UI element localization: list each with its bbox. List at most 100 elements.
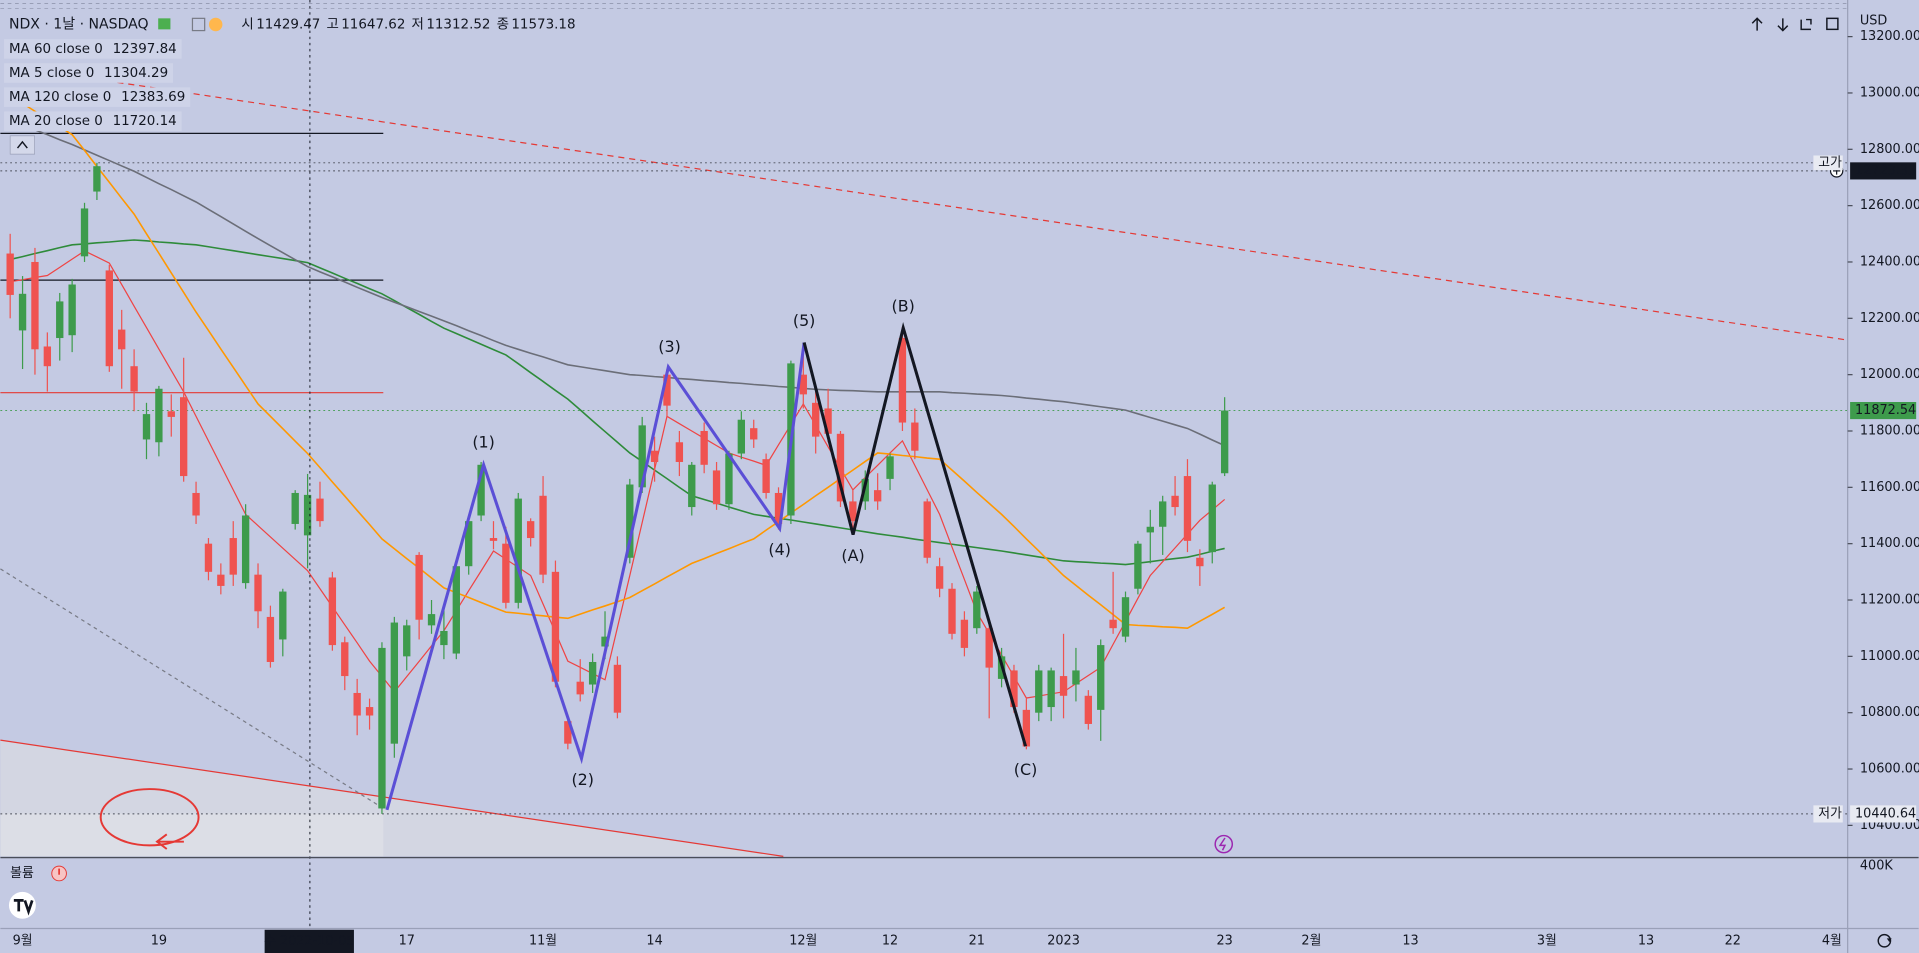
legend-row-bg: [4, 87, 191, 107]
wave-label: (C): [1014, 760, 1037, 779]
candle-body: [1022, 709, 1031, 747]
candle-body: [118, 329, 126, 350]
candle-body: [923, 501, 931, 558]
candle-body: [303, 494, 312, 536]
data-icon[interactable]: [208, 17, 223, 32]
candle-body: [1109, 619, 1117, 629]
candle-body: [365, 707, 374, 716]
candle-body: [43, 346, 52, 367]
legend-row-bg: [4, 63, 174, 83]
compare-icon[interactable]: [191, 17, 206, 32]
candle-body: [254, 574, 262, 612]
candle-body: [1171, 495, 1179, 508]
x-tick-label: 9월: [13, 933, 33, 948]
layout-icon[interactable]: [1826, 17, 1839, 31]
legend-name: MA 60 close 0: [9, 42, 103, 57]
low-tag-box: [1813, 805, 1843, 823]
candle-body: [886, 456, 894, 479]
candle-body: [576, 681, 584, 695]
candle-body: [440, 630, 448, 646]
candle-body: [725, 453, 733, 505]
trend-line: [0, 739, 784, 857]
x-tick-label: 12월: [789, 933, 817, 948]
candle-body: [68, 284, 76, 336]
candle-body: [1010, 670, 1018, 708]
candle-body: [1121, 597, 1130, 637]
y-tick-label: 11000.00: [1860, 649, 1919, 664]
candle-body: [1084, 695, 1093, 724]
candle-body: [489, 538, 498, 541]
candle-body: [93, 166, 101, 192]
corrective-wave: [802, 321, 1028, 747]
candle-body: [353, 692, 361, 716]
move-up-icon[interactable]: [1751, 17, 1763, 31]
candle-body: [601, 636, 609, 647]
drawings-front: [99, 0, 1234, 930]
candle-body: [477, 464, 485, 516]
collapse-button[interactable]: [9, 135, 36, 155]
high-tag-box: [1813, 155, 1843, 171]
last-price-label-box: [1850, 401, 1917, 420]
logo-mark: [13, 899, 34, 916]
candle-body: [31, 261, 39, 350]
currency: USD: [1860, 13, 1888, 28]
candle-body: [613, 664, 622, 713]
candle-body: [155, 388, 163, 443]
trend-line: [73, 75, 1848, 341]
toolbar-icons[interactable]: [1751, 17, 1839, 32]
candle-body: [415, 554, 423, 620]
collapse-caret: [16, 140, 28, 149]
x-tick-label: 2023: [1047, 933, 1080, 948]
y-tick-label: 12200.00: [1860, 311, 1919, 326]
candle-body: [167, 411, 175, 417]
x-tick-label: 13: [1638, 933, 1654, 948]
candle-body: [849, 501, 857, 522]
settings-icon[interactable]: [1877, 933, 1892, 948]
moving-average-line: [9, 119, 1225, 447]
legend-name: MA 5 close 0: [9, 66, 94, 81]
legend-name: MA 20 close 0: [9, 114, 103, 129]
candle-body: [973, 591, 981, 629]
candle-body: [1196, 557, 1204, 567]
candle-body: [452, 566, 460, 654]
candle-body: [1059, 676, 1068, 696]
move-down-icon[interactable]: [1777, 18, 1789, 32]
labels: NDX · 1날 · NASDAQ USD 400K 볼륨 시 11429.47 고 116…: [4, 13, 1893, 881]
candle-body: [688, 464, 696, 508]
price-line-label-box: [1850, 162, 1917, 180]
candle-body: [638, 425, 646, 488]
candle-body: [1220, 410, 1229, 474]
x-tick-label: 23: [1216, 933, 1232, 948]
candle-body: [1035, 670, 1043, 713]
x-tick-label: 21: [969, 933, 985, 948]
candles: [6, 162, 1229, 814]
maximize-icon[interactable]: [1800, 18, 1812, 31]
shaded-zone: [0, 813, 384, 857]
candle-body: [799, 374, 807, 395]
ohlc-key: 고: [326, 17, 338, 32]
candle-body: [985, 628, 993, 668]
high-tag: 고가: [1818, 155, 1842, 170]
candle-body: [1146, 526, 1154, 533]
x-tick-label: 13: [1402, 933, 1418, 948]
candle-body: [911, 422, 919, 451]
legend-row-bg: [4, 111, 182, 132]
event-icon[interactable]: [1214, 834, 1234, 854]
wave-label: (A): [841, 546, 864, 565]
low-price-label: 10440.64: [1855, 806, 1916, 821]
candle-body: [502, 543, 510, 603]
candle-body: [56, 301, 64, 339]
legend-name: MA 120 close 0: [9, 90, 111, 105]
candle-body: [774, 492, 783, 524]
candle-body: [403, 625, 411, 657]
candle-body: [824, 408, 832, 434]
legend-value: 11720.14: [113, 114, 177, 129]
flag-icon[interactable]: [158, 18, 171, 30]
candle-body: [526, 521, 535, 539]
moving-average-line: [10, 250, 1226, 699]
crosshair-label: 수 2022-10-05: [264, 934, 354, 949]
candle-body: [812, 402, 820, 437]
candle-body: [229, 538, 237, 575]
